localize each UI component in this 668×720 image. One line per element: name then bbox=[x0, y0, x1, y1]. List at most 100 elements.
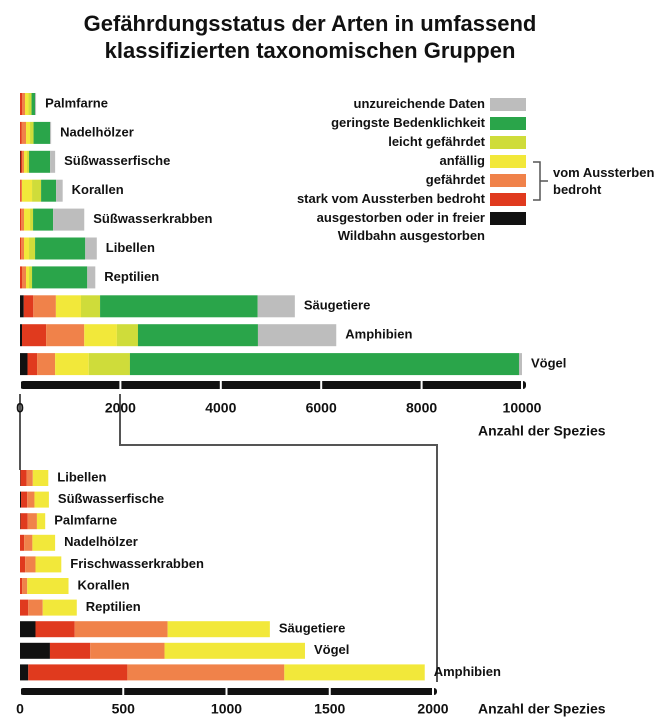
category-label: Nadelhölzer bbox=[64, 534, 138, 549]
x-tick-label: 6000 bbox=[306, 400, 337, 416]
x-tick-label: 1000 bbox=[211, 701, 242, 717]
legend-swatch bbox=[490, 98, 526, 111]
bar-segment bbox=[116, 324, 138, 347]
category-label: Reptilien bbox=[104, 269, 159, 284]
bar-segment bbox=[27, 491, 35, 508]
bar-segment bbox=[36, 513, 46, 530]
legend-label: leicht gefährdet bbox=[388, 134, 485, 149]
chart-title: Gefährdungsstatus der Arten in umfassend… bbox=[83, 11, 537, 63]
bar-segment bbox=[20, 179, 23, 202]
bar-segment bbox=[84, 324, 117, 347]
bar-segment bbox=[24, 237, 30, 260]
legend-label: ausgestorben oder in freier Wildbahn aus… bbox=[316, 210, 485, 243]
bar-segment bbox=[22, 578, 28, 594]
bar-segment bbox=[29, 150, 51, 173]
x-axis-bar bbox=[20, 688, 437, 695]
bar-segment bbox=[28, 599, 43, 616]
bar-segment bbox=[20, 93, 23, 115]
legend-swatch bbox=[490, 212, 526, 225]
legend-swatch bbox=[490, 117, 526, 130]
bar-segment bbox=[20, 324, 23, 347]
bar-segment bbox=[22, 179, 33, 202]
bar-segment bbox=[24, 534, 33, 551]
bar-segment bbox=[20, 150, 21, 173]
legend-label: geringste Bedenklichkeit bbox=[331, 115, 485, 130]
bar-segment bbox=[20, 599, 29, 616]
bar-segment bbox=[27, 353, 38, 376]
legend-swatch bbox=[490, 174, 526, 187]
bar-segment bbox=[30, 208, 34, 231]
bar-segment bbox=[518, 353, 522, 376]
bar-segment bbox=[25, 556, 36, 573]
bar-segment bbox=[21, 491, 28, 508]
bar-segment bbox=[21, 237, 25, 260]
bar-segment bbox=[100, 295, 258, 318]
bar-segment bbox=[20, 470, 27, 486]
x-tick-label: 0 bbox=[16, 701, 24, 717]
legend-swatch bbox=[490, 193, 526, 206]
category-label: Libellen bbox=[57, 469, 106, 484]
bar-segment bbox=[33, 295, 56, 318]
bar-segment bbox=[80, 295, 101, 318]
bar-segment bbox=[24, 208, 31, 231]
category-label: Süßwasserfische bbox=[64, 153, 170, 168]
bar-segment bbox=[129, 353, 519, 376]
bar-segment bbox=[127, 664, 285, 681]
category-label: Reptilien bbox=[86, 599, 141, 614]
bar-segment bbox=[53, 208, 85, 231]
bar-segment bbox=[32, 179, 42, 202]
x-tick-label: 2000 bbox=[105, 400, 136, 416]
bar-segment bbox=[31, 93, 36, 115]
bar-segment bbox=[20, 208, 22, 231]
x-tick-label: 500 bbox=[112, 701, 136, 717]
bar-segment bbox=[32, 470, 49, 486]
category-label: Vögel bbox=[314, 642, 349, 657]
bar-segment bbox=[46, 324, 85, 347]
bar-segment bbox=[20, 556, 26, 573]
bar-segment bbox=[26, 470, 33, 486]
x-tick-label: 8000 bbox=[406, 400, 437, 416]
bar-segment bbox=[20, 578, 23, 594]
category-label: Vögel bbox=[531, 356, 566, 371]
bar-segment bbox=[34, 491, 49, 508]
bar-segment bbox=[32, 266, 88, 289]
bar-segment bbox=[35, 93, 37, 115]
bar-segment bbox=[27, 513, 37, 530]
bar-segment bbox=[27, 578, 69, 594]
bar-segment bbox=[50, 150, 56, 173]
bar-segment bbox=[21, 208, 25, 231]
bar-segment bbox=[55, 295, 81, 318]
bar-segment bbox=[20, 295, 24, 318]
bar-segment bbox=[164, 642, 305, 659]
bar-segment bbox=[22, 93, 26, 115]
bar-segment bbox=[30, 121, 34, 144]
bar-segment bbox=[27, 150, 30, 173]
bar-segment bbox=[23, 295, 34, 318]
category-label: Amphibien bbox=[345, 327, 412, 342]
category-label: Säugetiere bbox=[279, 621, 345, 636]
bar-segment bbox=[37, 353, 56, 376]
bar-segment bbox=[20, 491, 22, 508]
bar-segment bbox=[33, 121, 51, 144]
category-label: Libellen bbox=[106, 240, 155, 255]
x-axis-bar bbox=[20, 381, 526, 389]
bar-segment bbox=[21, 121, 27, 144]
bar-segment bbox=[137, 324, 258, 347]
bar-segment bbox=[56, 179, 63, 202]
x-axis-label: Anzahl der Spezies bbox=[478, 423, 606, 439]
bar-segment bbox=[20, 353, 28, 376]
bar-segment bbox=[50, 121, 52, 144]
bar-segment bbox=[20, 237, 22, 260]
bar-segment bbox=[87, 266, 96, 289]
bar-segment bbox=[20, 121, 22, 144]
x-tick-label: 10000 bbox=[503, 400, 542, 416]
bar-segment bbox=[26, 121, 31, 144]
category-label: Korallen bbox=[78, 577, 130, 592]
bar-segment bbox=[167, 621, 270, 638]
bar-segment bbox=[85, 237, 97, 260]
legend-label: stark vom Aussterben bedroht bbox=[296, 191, 485, 206]
bar-segment bbox=[284, 664, 425, 681]
bar-segment bbox=[35, 621, 75, 638]
